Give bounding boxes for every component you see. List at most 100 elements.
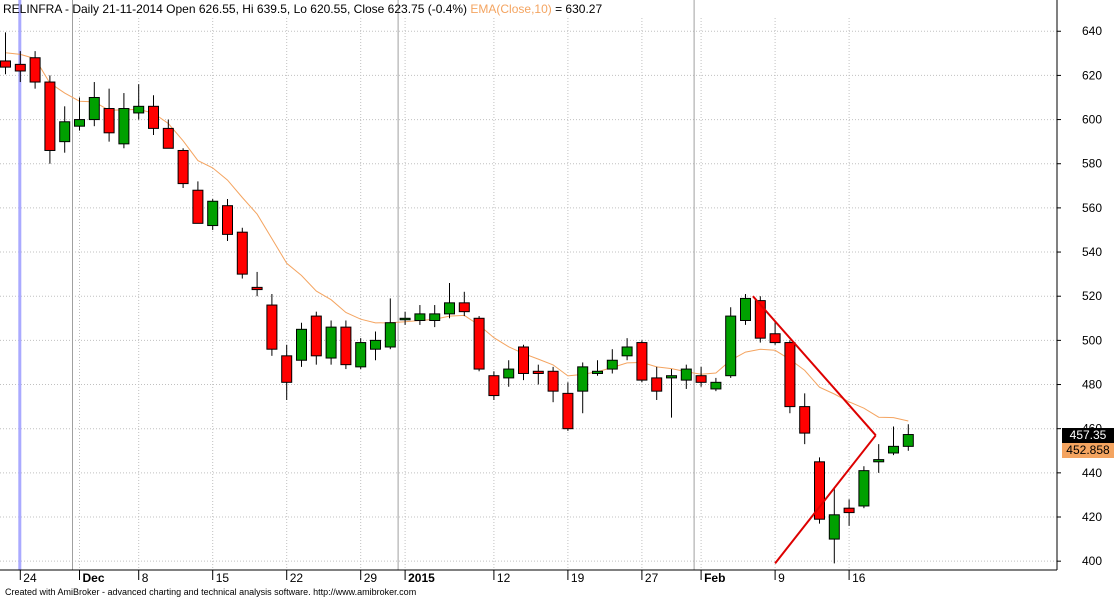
candle-body-down (103, 108, 115, 134)
x-tick-label: 12 (497, 571, 511, 585)
candle-body-down (518, 346, 529, 374)
trendlines[interactable] (752, 295, 877, 564)
y-tick-label: 400 (1082, 554, 1102, 568)
y-tick-label: 500 (1082, 333, 1102, 347)
candle-body-down (266, 304, 278, 350)
candle-body-up (444, 302, 455, 315)
candle (44, 75, 56, 164)
trendline[interactable] (752, 295, 877, 436)
x-tick-label: 8 (142, 571, 149, 585)
candle-body-up (325, 326, 337, 359)
candle-body-down (769, 333, 781, 344)
candle (828, 488, 840, 564)
candle-body-down (148, 105, 159, 129)
candle (340, 320, 352, 370)
y-tick-label: 640 (1082, 24, 1102, 38)
candle-body-up (666, 375, 677, 379)
candle (177, 148, 189, 189)
y-tick-label: 580 (1082, 157, 1102, 171)
candle-body-down (784, 342, 796, 408)
y-tick-label: 540 (1082, 245, 1102, 259)
candle (14, 51, 26, 83)
candle (606, 349, 618, 374)
candle (695, 366, 707, 387)
grid (0, 18, 1057, 570)
candle-body-down (177, 149, 189, 185)
y-tick-label: 620 (1082, 68, 1102, 82)
trendline[interactable] (774, 434, 877, 564)
candle-body-down (562, 392, 574, 430)
candle-body-up (74, 119, 85, 127)
candle (621, 338, 633, 361)
y-tick-label: 420 (1082, 510, 1102, 524)
candle (769, 320, 781, 345)
candle-body-up (710, 381, 722, 390)
candle (680, 364, 692, 389)
candle (888, 426, 899, 456)
candle (725, 307, 737, 378)
candle-body-up (828, 514, 840, 540)
candle-body-down (44, 81, 56, 151)
candle (532, 364, 544, 385)
candle (162, 119, 174, 149)
candle (148, 95, 159, 136)
candle-body-up (207, 200, 219, 227)
candle (636, 340, 648, 383)
candle (281, 344, 293, 400)
symbol-info: RELINFRA - Daily 21-11-2014 Open 626.55,… (3, 2, 468, 16)
candle (310, 311, 322, 365)
candle (29, 51, 41, 89)
candle (414, 305, 426, 325)
candle-body-up (606, 359, 618, 370)
y-tick-label: 520 (1082, 289, 1102, 303)
candle-body-down (162, 127, 174, 149)
candle (814, 457, 825, 524)
candle-body-up (429, 313, 441, 321)
x-tick-label: 27 (645, 571, 659, 585)
candle-body-up (680, 368, 692, 381)
selector-bar (18, 0, 22, 570)
ema-label: EMA(Close,10) (470, 2, 552, 16)
candle-body-up (414, 313, 426, 321)
candle-body-down (458, 302, 470, 313)
candle (88, 82, 100, 127)
candle-body-up (133, 105, 145, 114)
candle-body-down (222, 205, 233, 235)
candle-body-up (888, 445, 899, 454)
candle (784, 340, 796, 414)
candle-body-down (340, 326, 352, 366)
candle-body-down (799, 406, 811, 434)
candle (458, 291, 470, 317)
x-tick-label: 9 (778, 571, 785, 585)
candle-body-down (547, 370, 559, 392)
candle (59, 106, 71, 153)
candle (429, 305, 441, 328)
y-axis: 400420440460480500520540560580600620640 (1057, 24, 1102, 568)
candle (207, 199, 219, 230)
y-tick-label: 560 (1082, 201, 1102, 215)
x-tick-label: 2015 (408, 571, 435, 585)
candle (444, 282, 455, 319)
plot-frame (0, 0, 1058, 571)
candle (0, 32, 11, 75)
candle-body-up (59, 121, 71, 143)
candle (799, 393, 811, 445)
candle-body-up (355, 342, 367, 368)
candle-body-up (399, 317, 411, 321)
candle-body-down (473, 317, 485, 370)
candle (577, 362, 589, 414)
close-price-tag: 457.35 (1062, 428, 1114, 443)
period-separators (72, 0, 695, 570)
candle (710, 377, 722, 392)
candle-body-up (873, 459, 885, 463)
x-tick-label: 22 (290, 571, 304, 585)
candle (296, 322, 307, 367)
candle-body-down (0, 60, 11, 68)
ema-value: = 630.27 (555, 2, 603, 16)
candle (251, 271, 263, 297)
x-tick-label: Dec (83, 571, 105, 585)
candle (118, 93, 130, 149)
y-tick-label: 600 (1082, 113, 1102, 127)
